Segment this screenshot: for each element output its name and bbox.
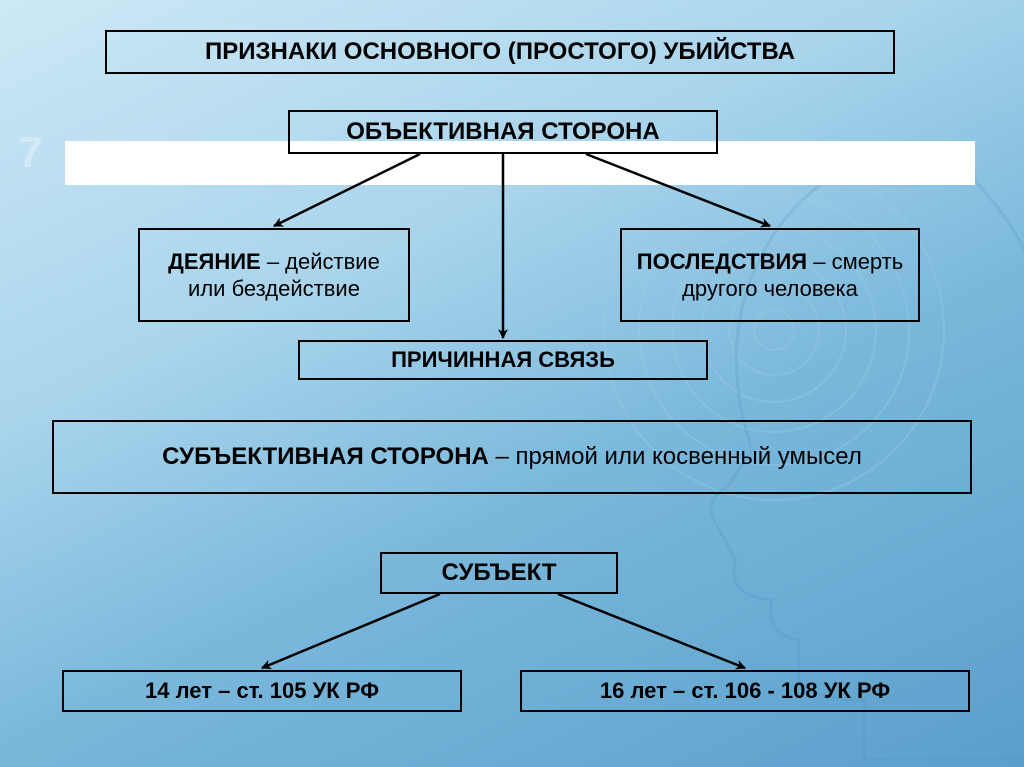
subjective-bold: СУБЪЕКТИВНАЯ СТОРОНА xyxy=(162,443,489,470)
slide-number: 7 xyxy=(18,128,42,178)
subject-text: СУБЪЕКТ xyxy=(441,558,556,588)
age14-text: 14 лет – ст. 105 УК РФ xyxy=(145,677,379,705)
subjective-plain: – прямой или косвенный умысел xyxy=(489,443,862,470)
objective-text: ОБЪЕКТИВНАЯ СТОРОНА xyxy=(346,117,659,147)
node-subjective-side: СУБЪЕКТИВНАЯ СТОРОНА – прямой или косвен… xyxy=(52,420,972,494)
node-objective-side: ОБЪЕКТИВНАЯ СТОРОНА xyxy=(288,110,718,154)
causal-text: ПРИЧИННАЯ СВЯЗЬ xyxy=(391,346,615,374)
node-consequence: ПОСЛЕДСТВИЯ – смерть другого человека xyxy=(620,228,920,322)
consequence-content: ПОСЛЕДСТВИЯ – смерть другого человека xyxy=(632,248,908,303)
node-subject: СУБЪЕКТ xyxy=(380,552,618,594)
node-act: ДЕЯНИЕ – действие или бездействие xyxy=(138,228,410,322)
age16-text: 16 лет – ст. 106 - 108 УК РФ xyxy=(600,677,890,705)
node-age-16: 16 лет – ст. 106 - 108 УК РФ xyxy=(520,670,970,712)
node-age-14: 14 лет – ст. 105 УК РФ xyxy=(62,670,462,712)
act-content: ДЕЯНИЕ – действие или бездействие xyxy=(150,248,398,303)
title-text: ПРИЗНАКИ ОСНОВНОГО (ПРОСТОГО) УБИЙСТВА xyxy=(205,37,795,67)
subjective-content: СУБЪЕКТИВНАЯ СТОРОНА – прямой или косвен… xyxy=(162,442,862,472)
node-title: ПРИЗНАКИ ОСНОВНОГО (ПРОСТОГО) УБИЙСТВА xyxy=(105,30,895,74)
consequence-bold: ПОСЛЕДСТВИЯ xyxy=(637,249,807,274)
act-bold: ДЕЯНИЕ xyxy=(168,249,261,274)
node-causal-link: ПРИЧИННАЯ СВЯЗЬ xyxy=(298,340,708,380)
